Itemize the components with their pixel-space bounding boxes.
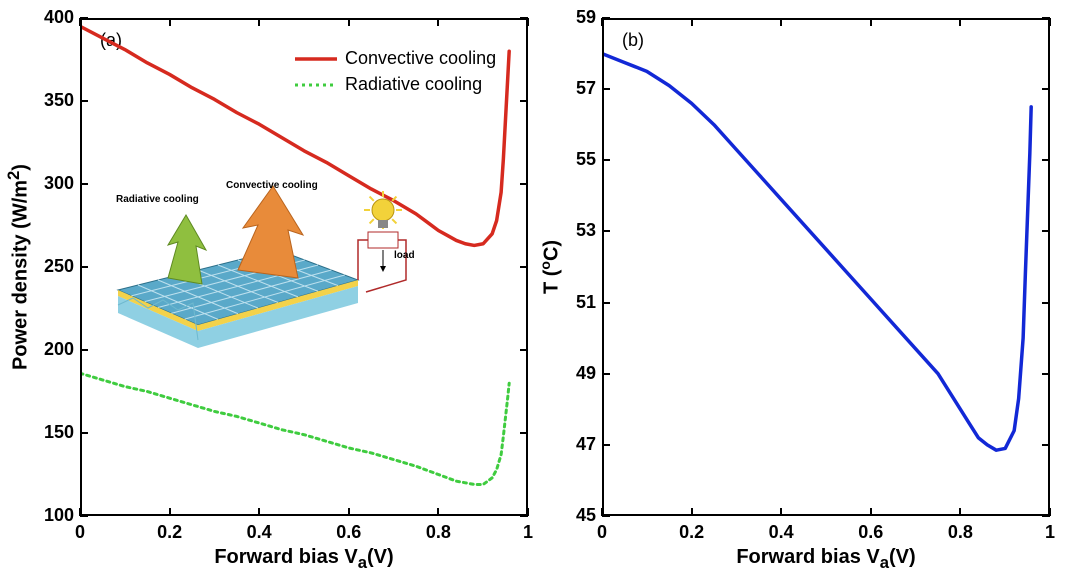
series-temperature [602, 54, 1031, 451]
panel-b-curves [0, 0, 1071, 588]
figure-root: 00.20.40.60.81100150200250300350400Forwa… [0, 0, 1071, 588]
